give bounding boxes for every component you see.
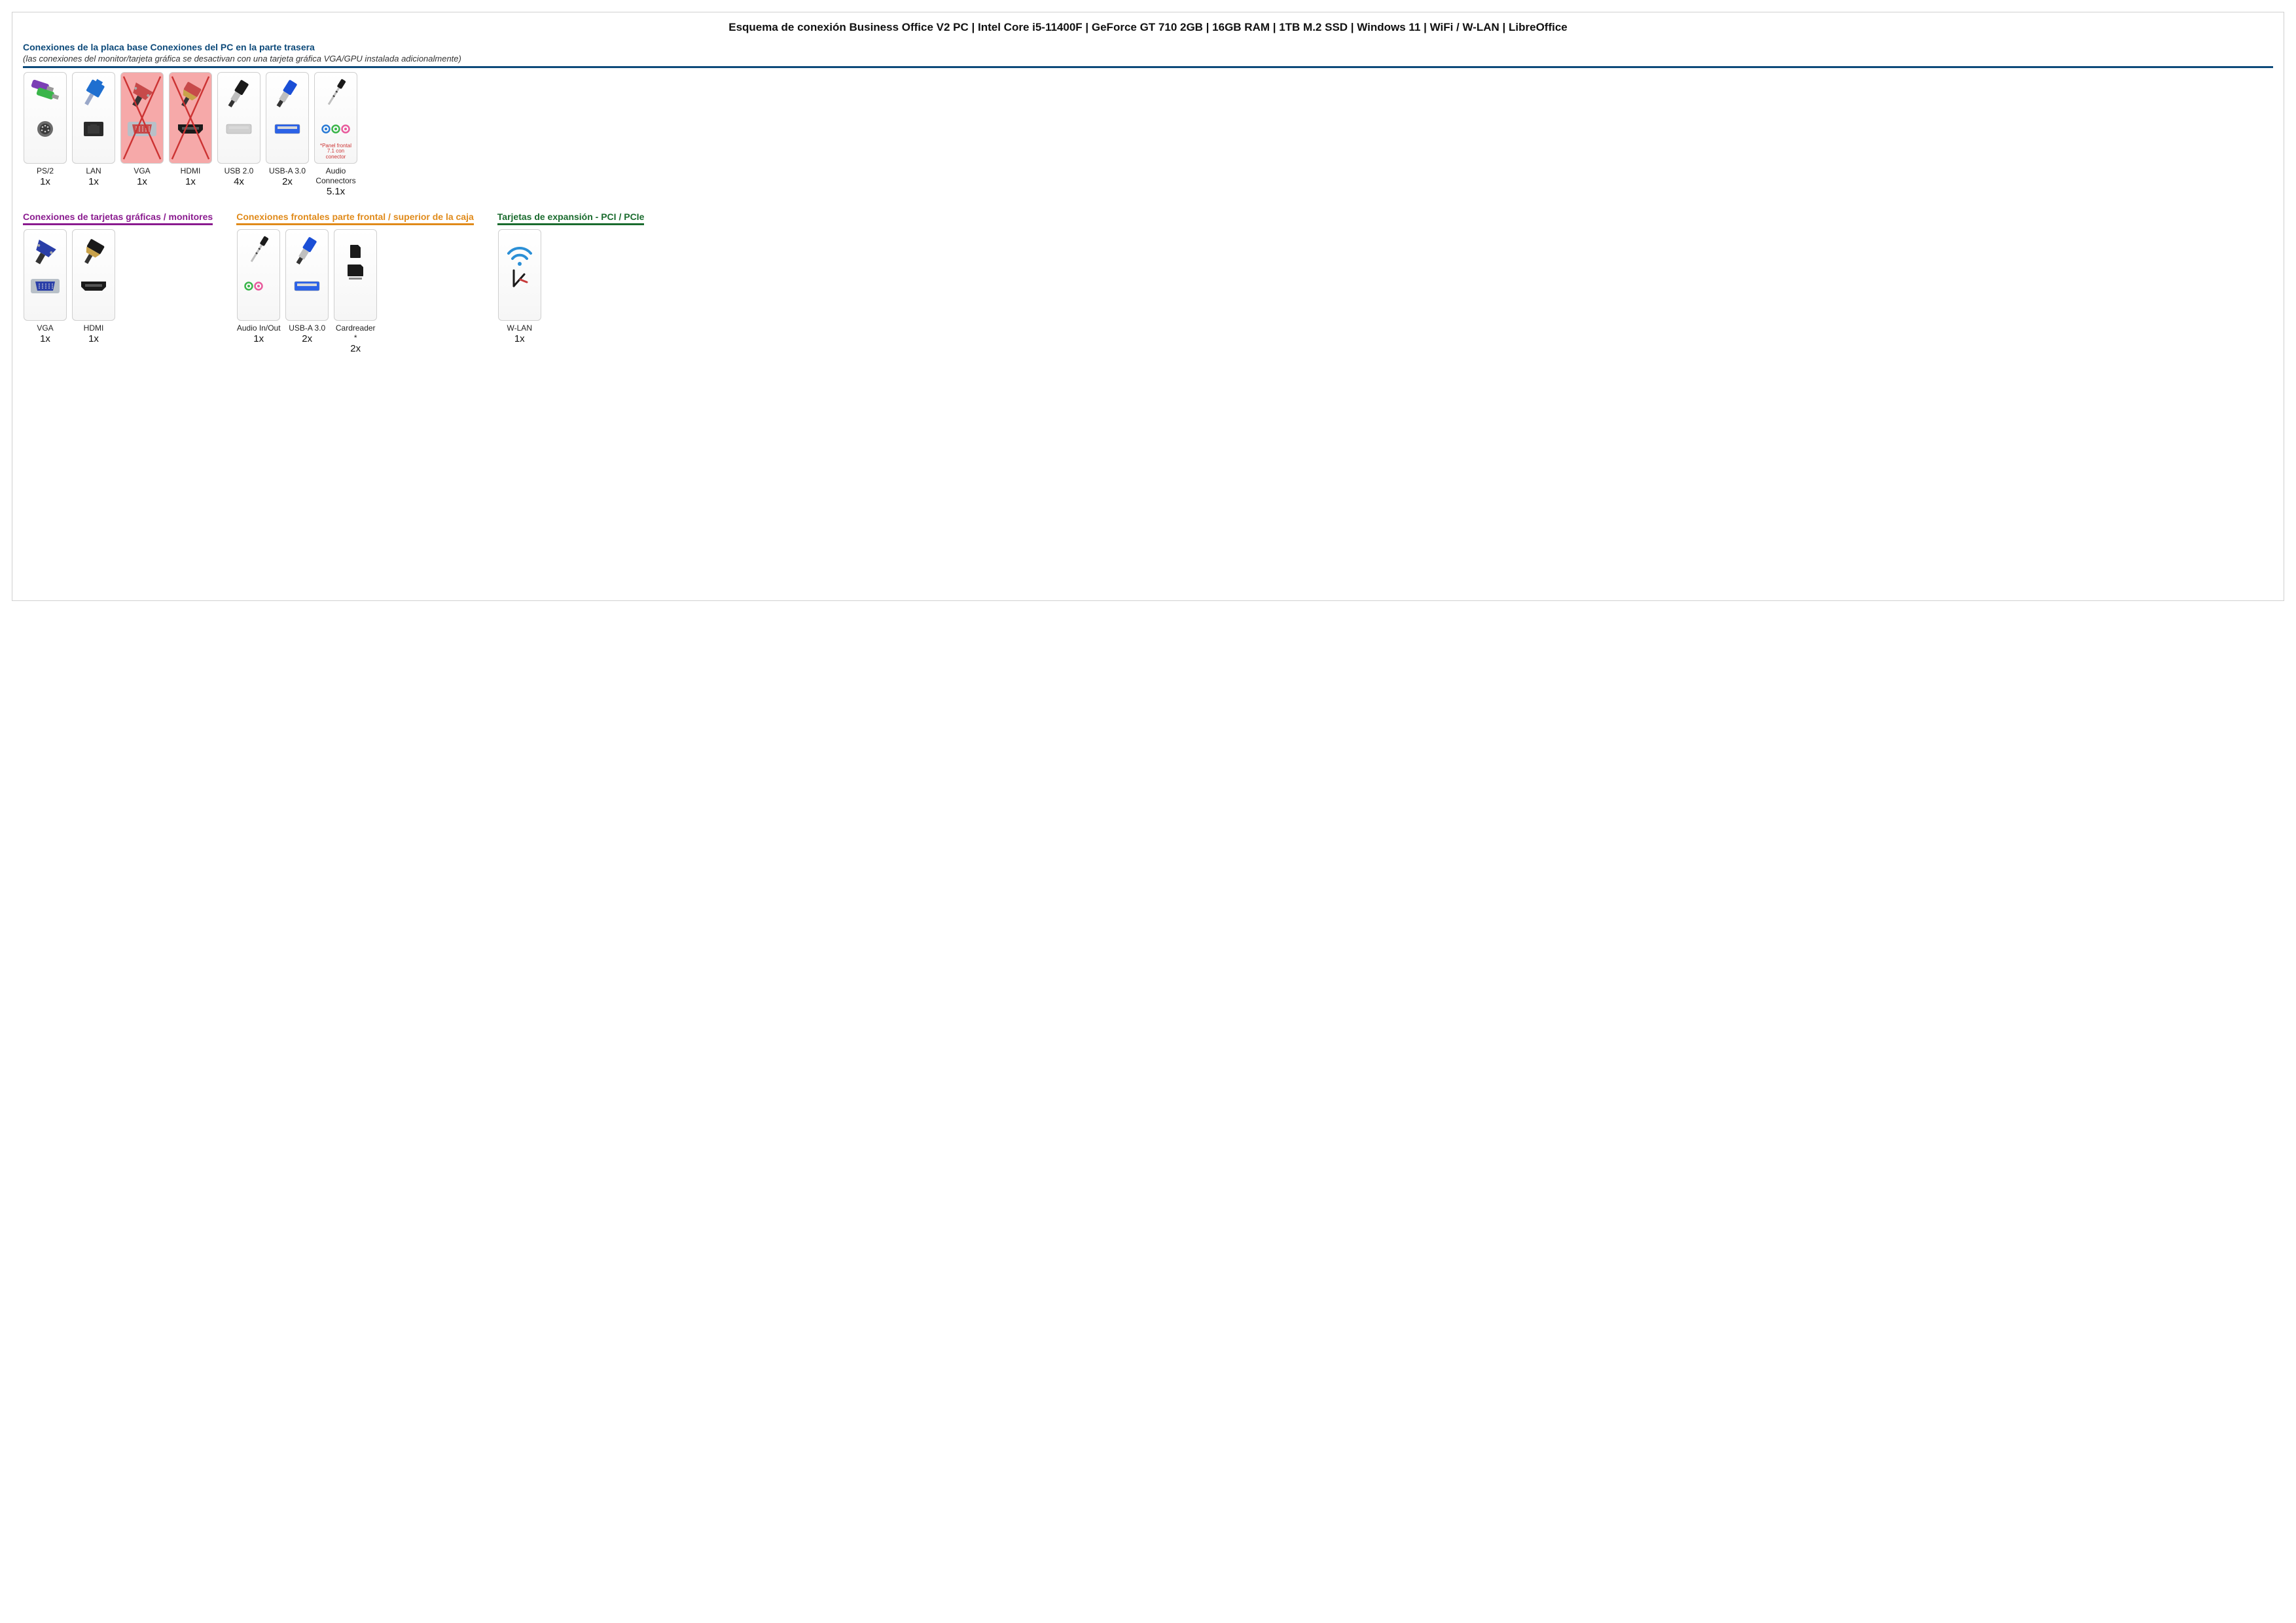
usb3-port-icon (288, 272, 326, 301)
row-secondary: Conexiones de tarjetas gráficas / monito… (23, 211, 2273, 354)
connector-label: Audio In/Out (237, 323, 281, 333)
connector-card: PS/21x (23, 72, 67, 197)
section-front-heading: Conexiones frontales parte frontal / sup… (236, 211, 474, 222)
connector-count: 1x (88, 333, 99, 344)
connector-label: USB-A 3.0 (289, 323, 325, 333)
connector-card: Audio In/Out1x (236, 229, 281, 354)
audio-front-plug-icon (240, 232, 278, 270)
connector-count: 5.1x (327, 186, 345, 197)
vga-disabled-port-icon (123, 115, 161, 143)
usb3-plug-icon (268, 75, 306, 113)
connector-label: Audio Connectors (314, 166, 358, 186)
connector-card-body (498, 229, 541, 321)
connector-label: W-LAN (507, 323, 532, 333)
connector-card-body (72, 229, 115, 321)
lan-plug-icon (75, 75, 113, 113)
wlan-icon (501, 232, 539, 304)
section-gpu-rule (23, 223, 213, 225)
connector-count: 1x (88, 176, 99, 187)
connector-card-body (334, 229, 377, 321)
connector-label: USB 2.0 (224, 166, 254, 176)
connector-card: HDMI1x (71, 229, 116, 344)
connector-label: VGA (37, 323, 53, 333)
usb2-port-icon (220, 115, 258, 143)
section-front: Conexiones frontales parte frontal / sup… (236, 211, 474, 354)
connector-note: *Panel frontal 7.1 con conector (317, 143, 355, 160)
connector-label: LAN (86, 166, 101, 176)
usb2-plug-icon (220, 75, 258, 113)
connector-card: VGA1x (23, 229, 67, 344)
section-pci-rule (497, 223, 645, 225)
page-frame: Esquema de conexión Business Office V2 P… (12, 12, 2284, 601)
connector-count: 1x (137, 176, 147, 187)
connector-card: VGA1x (120, 72, 164, 197)
connector-count: 1x (40, 176, 50, 187)
ps2-port-icon (26, 115, 64, 143)
connector-card-body (24, 72, 67, 164)
hdmi-disabled-plug-icon (171, 75, 209, 113)
section-mobo-rule (23, 66, 2273, 68)
connector-count: 1x (514, 333, 525, 344)
section-mobo-subheading: (las conexiones del monitor/tarjeta gráf… (23, 54, 2273, 64)
connector-card-body (120, 72, 164, 164)
connector-count: 1x (185, 176, 196, 187)
connector-card: USB-A 3.02x (265, 72, 310, 197)
connector-count: 4x (234, 176, 244, 187)
hdmi-port-icon (75, 272, 113, 301)
section-front-rule (236, 223, 474, 225)
connector-card-body (266, 72, 309, 164)
usb3-plug-icon (288, 232, 326, 270)
connector-count: 1x (40, 333, 50, 344)
audio-rear-port-icon (317, 115, 355, 143)
cards-pci: W-LAN1x (497, 229, 645, 344)
connector-count: 2x (302, 333, 312, 344)
vga-plug-icon (26, 232, 64, 270)
connector-card: Cardreader *2x (333, 229, 378, 354)
connector-label: PS/2 (37, 166, 54, 176)
vga-disabled-plug-icon (123, 75, 161, 113)
connector-count: 2x (350, 343, 361, 354)
section-mobo: Conexiones de la placa base Conexiones d… (23, 42, 2273, 197)
connector-card: USB-A 3.02x (285, 229, 329, 354)
section-mobo-heading: Conexiones de la placa base Conexiones d… (23, 42, 2273, 52)
cardreader-icon (336, 232, 374, 304)
hdmi-plug-icon (75, 232, 113, 270)
connector-card-body: *Panel frontal 7.1 con conector (314, 72, 357, 164)
audio-rear-plug-icon (317, 75, 355, 113)
connector-card: USB 2.04x (217, 72, 261, 197)
connector-card-body (24, 229, 67, 321)
cards-front: Audio In/Out1x USB-A 3.02x Cardreader *2… (236, 229, 474, 354)
connector-card-body (217, 72, 260, 164)
connector-card: *Panel frontal 7.1 con conector Audio Con… (314, 72, 358, 197)
vga-port-icon (26, 272, 64, 301)
hdmi-disabled-port-icon (171, 115, 209, 143)
connector-card-body (237, 229, 280, 321)
connector-label: HDMI (84, 323, 104, 333)
connector-card-body (285, 229, 329, 321)
connector-label: USB-A 3.0 (269, 166, 306, 176)
connector-count: 2x (282, 176, 293, 187)
audio-front-port-icon (240, 272, 278, 301)
page-title: Esquema de conexión Business Office V2 P… (23, 20, 2273, 35)
section-gpu: Conexiones de tarjetas gráficas / monito… (23, 211, 213, 354)
connector-card-body (169, 72, 212, 164)
connector-label: HDMI (181, 166, 201, 176)
usb3-port-icon (268, 115, 306, 143)
lan-port-icon (75, 115, 113, 143)
section-gpu-heading: Conexiones de tarjetas gráficas / monito… (23, 211, 213, 222)
connector-card: LAN1x (71, 72, 116, 197)
connector-card: W-LAN1x (497, 229, 542, 344)
connector-label: VGA (134, 166, 150, 176)
connector-card: HDMI1x (168, 72, 213, 197)
connector-count: 1x (253, 333, 264, 344)
connector-label: Cardreader * (333, 323, 378, 343)
cards-gpu: VGA1x HDMI1x (23, 229, 213, 344)
cards-mobo: PS/21x LAN1x VGA1x (23, 72, 2273, 197)
ps2-plug-icon (26, 75, 64, 113)
section-pci-heading: Tarjetas de expansión - PCI / PCIe (497, 211, 645, 222)
section-pci: Tarjetas de expansión - PCI / PCIe W-LAN… (497, 211, 645, 354)
connector-card-body (72, 72, 115, 164)
